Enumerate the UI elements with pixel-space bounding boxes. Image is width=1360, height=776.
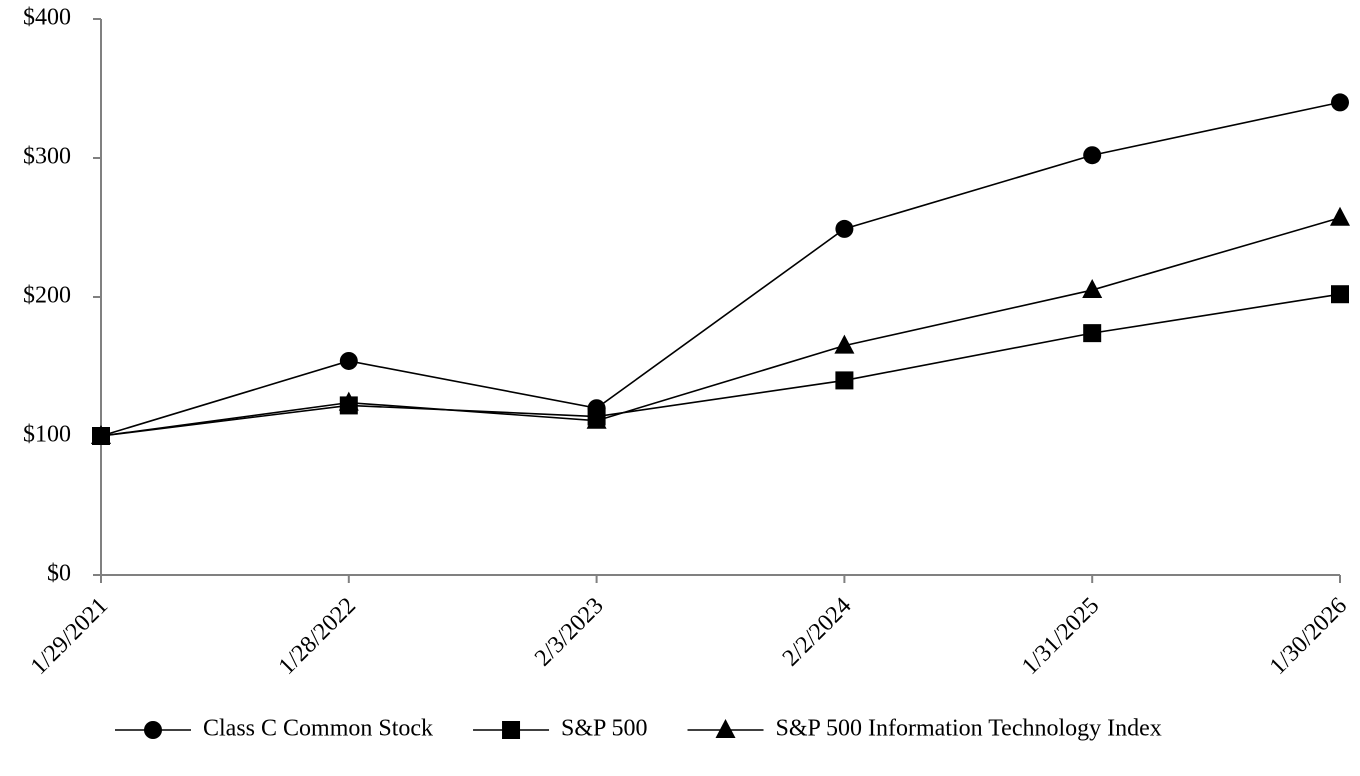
x-tick-label: 1/28/2022: [274, 593, 361, 680]
series-line: [100, 101, 1341, 437]
data-point: [1331, 93, 1349, 112]
data-point: [1083, 324, 1102, 343]
x-tick-label: 2/3/2023: [530, 593, 609, 672]
data-point: [339, 351, 358, 370]
data-point: [91, 425, 111, 444]
data-point: [835, 371, 854, 390]
legend-item: S&P 500: [473, 716, 648, 742]
legend-item: S&P 500 Information Technology Index: [687, 716, 1162, 742]
data-point: [835, 219, 854, 238]
legend-item: Class C Common Stock: [115, 716, 433, 742]
y-tick-label: $0: [47, 561, 71, 587]
legend-marker: [502, 721, 521, 739]
legend-marker: [715, 719, 736, 738]
series-line: [100, 293, 1341, 437]
legend-label: S&P 500: [561, 716, 647, 742]
data-point: [1083, 146, 1102, 165]
data-point: [1082, 279, 1103, 299]
data-point: [834, 334, 855, 354]
data-point: [1330, 206, 1350, 226]
x-tick-label: 1/31/2025: [1017, 593, 1104, 680]
x-tick-label: 1/29/2021: [26, 593, 113, 680]
legend-marker: [144, 721, 162, 739]
legend-label: S&P 500 Information Technology Index: [776, 716, 1162, 742]
y-tick-label: $400: [23, 5, 71, 31]
y-tick-label: $200: [23, 283, 71, 309]
x-tick-label: 2/2/2024: [778, 593, 857, 672]
data-point: [1331, 285, 1349, 304]
x-tick-label: 1/30/2026: [1265, 593, 1352, 680]
y-tick-label: $100: [23, 422, 71, 448]
y-tick-label: $300: [23, 144, 71, 170]
series-line: [100, 217, 1341, 437]
data-point: [338, 391, 359, 411]
legend-label: Class C Common Stock: [203, 716, 433, 742]
data-point: [586, 409, 607, 429]
